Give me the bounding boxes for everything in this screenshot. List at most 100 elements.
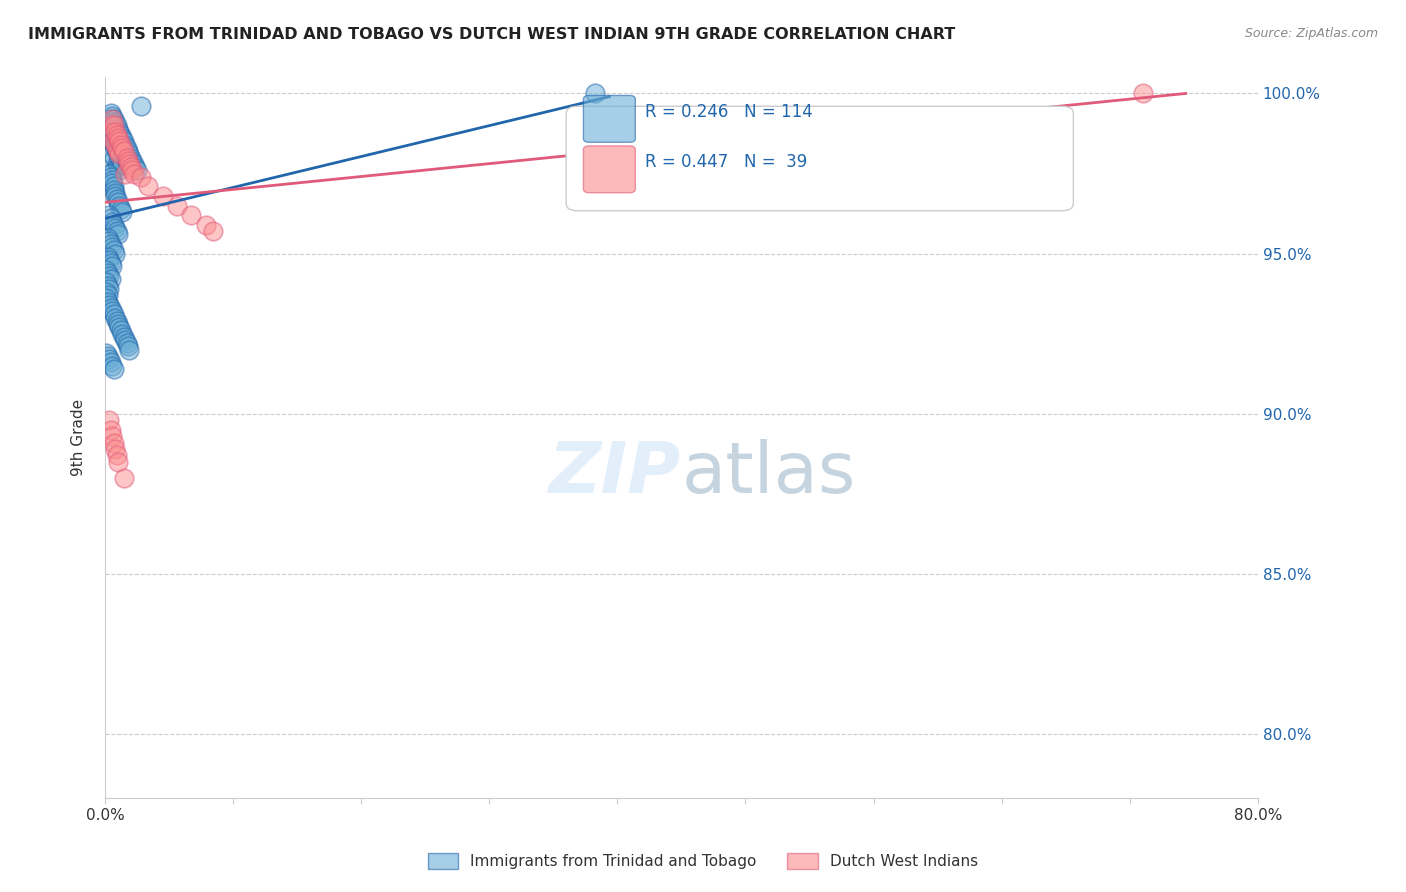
Text: R = 0.447   N =  39: R = 0.447 N = 39 bbox=[644, 153, 807, 171]
Immigrants from Trinidad and Tobago bbox=[104, 186, 127, 200]
Immigrants from Trinidad and Tobago bbox=[117, 157, 139, 171]
Immigrants from Trinidad and Tobago bbox=[103, 163, 125, 178]
Immigrants from Trinidad and Tobago bbox=[110, 141, 132, 155]
Immigrants from Trinidad and Tobago bbox=[101, 121, 124, 136]
Dutch West Indians bbox=[100, 423, 122, 437]
Immigrants from Trinidad and Tobago bbox=[110, 153, 132, 168]
Immigrants from Trinidad and Tobago bbox=[124, 160, 146, 174]
Immigrants from Trinidad and Tobago bbox=[98, 208, 121, 222]
Immigrants from Trinidad and Tobago bbox=[115, 141, 138, 155]
Dutch West Indians bbox=[110, 137, 132, 152]
Immigrants from Trinidad and Tobago bbox=[108, 125, 131, 139]
Dutch West Indians bbox=[105, 128, 128, 142]
Immigrants from Trinidad and Tobago bbox=[105, 131, 128, 145]
Immigrants from Trinidad and Tobago bbox=[125, 163, 148, 178]
Immigrants from Trinidad and Tobago bbox=[129, 99, 152, 113]
Immigrants from Trinidad and Tobago bbox=[104, 115, 127, 129]
Immigrants from Trinidad and Tobago bbox=[108, 320, 131, 334]
Immigrants from Trinidad and Tobago bbox=[122, 157, 145, 171]
Immigrants from Trinidad and Tobago bbox=[103, 112, 125, 126]
Text: Source: ZipAtlas.com: Source: ZipAtlas.com bbox=[1244, 27, 1378, 40]
Dutch West Indians bbox=[108, 135, 131, 149]
Dutch West Indians bbox=[107, 455, 129, 469]
Immigrants from Trinidad and Tobago bbox=[96, 292, 118, 306]
Immigrants from Trinidad and Tobago bbox=[101, 173, 124, 187]
Immigrants from Trinidad and Tobago bbox=[107, 135, 129, 149]
Immigrants from Trinidad and Tobago bbox=[121, 153, 143, 168]
Immigrants from Trinidad and Tobago bbox=[101, 214, 124, 228]
Dutch West Indians bbox=[105, 141, 128, 155]
Immigrants from Trinidad and Tobago bbox=[104, 246, 127, 260]
Immigrants from Trinidad and Tobago bbox=[105, 157, 128, 171]
Immigrants from Trinidad and Tobago bbox=[115, 336, 138, 351]
Text: IMMIGRANTS FROM TRINIDAD AND TOBAGO VS DUTCH WEST INDIAN 9TH GRADE CORRELATION C: IMMIGRANTS FROM TRINIDAD AND TOBAGO VS D… bbox=[28, 27, 955, 42]
Immigrants from Trinidad and Tobago bbox=[98, 268, 121, 283]
Immigrants from Trinidad and Tobago bbox=[98, 167, 121, 181]
Immigrants from Trinidad and Tobago bbox=[97, 294, 120, 309]
Immigrants from Trinidad and Tobago bbox=[105, 119, 128, 133]
Dutch West Indians bbox=[129, 169, 152, 184]
Immigrants from Trinidad and Tobago bbox=[100, 169, 122, 184]
Immigrants from Trinidad and Tobago bbox=[98, 352, 121, 367]
Immigrants from Trinidad and Tobago bbox=[103, 137, 125, 152]
Immigrants from Trinidad and Tobago bbox=[118, 343, 141, 357]
Dutch West Indians bbox=[103, 435, 125, 450]
Immigrants from Trinidad and Tobago bbox=[98, 282, 121, 296]
Immigrants from Trinidad and Tobago bbox=[115, 153, 138, 168]
Dutch West Indians bbox=[115, 151, 138, 165]
Immigrants from Trinidad and Tobago bbox=[97, 288, 120, 302]
Immigrants from Trinidad and Tobago bbox=[104, 221, 127, 235]
Immigrants from Trinidad and Tobago bbox=[111, 131, 134, 145]
Immigrants from Trinidad and Tobago bbox=[103, 151, 125, 165]
FancyBboxPatch shape bbox=[567, 106, 1073, 211]
Immigrants from Trinidad and Tobago bbox=[112, 135, 135, 149]
Y-axis label: 9th Grade: 9th Grade bbox=[72, 400, 86, 476]
Dutch West Indians bbox=[104, 125, 127, 139]
Immigrants from Trinidad and Tobago bbox=[101, 240, 124, 254]
Text: ZIP: ZIP bbox=[550, 439, 682, 508]
Immigrants from Trinidad and Tobago bbox=[107, 160, 129, 174]
Dutch West Indians bbox=[136, 179, 159, 194]
Dutch West Indians bbox=[121, 163, 143, 178]
Dutch West Indians bbox=[111, 141, 134, 155]
Dutch West Indians bbox=[105, 449, 128, 463]
Immigrants from Trinidad and Tobago bbox=[98, 298, 121, 312]
Text: R = 0.246   N = 114: R = 0.246 N = 114 bbox=[644, 103, 813, 121]
Dutch West Indians bbox=[180, 208, 202, 222]
Dutch West Indians bbox=[114, 167, 136, 181]
Immigrants from Trinidad and Tobago bbox=[100, 211, 122, 226]
Immigrants from Trinidad and Tobago bbox=[100, 119, 122, 133]
Immigrants from Trinidad and Tobago bbox=[111, 157, 134, 171]
Immigrants from Trinidad and Tobago bbox=[101, 147, 124, 161]
Immigrants from Trinidad and Tobago bbox=[100, 272, 122, 286]
Immigrants from Trinidad and Tobago bbox=[97, 230, 120, 244]
Immigrants from Trinidad and Tobago bbox=[110, 202, 132, 216]
Immigrants from Trinidad and Tobago bbox=[104, 310, 127, 325]
Immigrants from Trinidad and Tobago bbox=[105, 224, 128, 238]
Immigrants from Trinidad and Tobago bbox=[107, 195, 129, 210]
Immigrants from Trinidad and Tobago bbox=[103, 125, 125, 139]
FancyBboxPatch shape bbox=[583, 146, 636, 193]
Immigrants from Trinidad and Tobago bbox=[103, 182, 125, 196]
Immigrants from Trinidad and Tobago bbox=[103, 179, 125, 194]
Immigrants from Trinidad and Tobago bbox=[120, 151, 142, 165]
Immigrants from Trinidad and Tobago bbox=[111, 205, 134, 219]
Immigrants from Trinidad and Tobago bbox=[104, 189, 127, 203]
Immigrants from Trinidad and Tobago bbox=[108, 151, 131, 165]
Dutch West Indians bbox=[166, 198, 188, 212]
Immigrants from Trinidad and Tobago bbox=[96, 276, 118, 290]
Text: atlas: atlas bbox=[682, 439, 856, 508]
Immigrants from Trinidad and Tobago bbox=[108, 163, 131, 178]
Immigrants from Trinidad and Tobago bbox=[100, 131, 122, 145]
Immigrants from Trinidad and Tobago bbox=[101, 109, 124, 123]
Immigrants from Trinidad and Tobago bbox=[103, 244, 125, 258]
Immigrants from Trinidad and Tobago bbox=[111, 144, 134, 158]
Immigrants from Trinidad and Tobago bbox=[114, 151, 136, 165]
Immigrants from Trinidad and Tobago bbox=[103, 218, 125, 232]
Immigrants from Trinidad and Tobago bbox=[114, 137, 136, 152]
Immigrants from Trinidad and Tobago bbox=[98, 234, 121, 248]
Immigrants from Trinidad and Tobago bbox=[97, 250, 120, 264]
Immigrants from Trinidad and Tobago bbox=[107, 147, 129, 161]
Immigrants from Trinidad and Tobago bbox=[117, 144, 139, 158]
Dutch West Indians bbox=[118, 157, 141, 171]
